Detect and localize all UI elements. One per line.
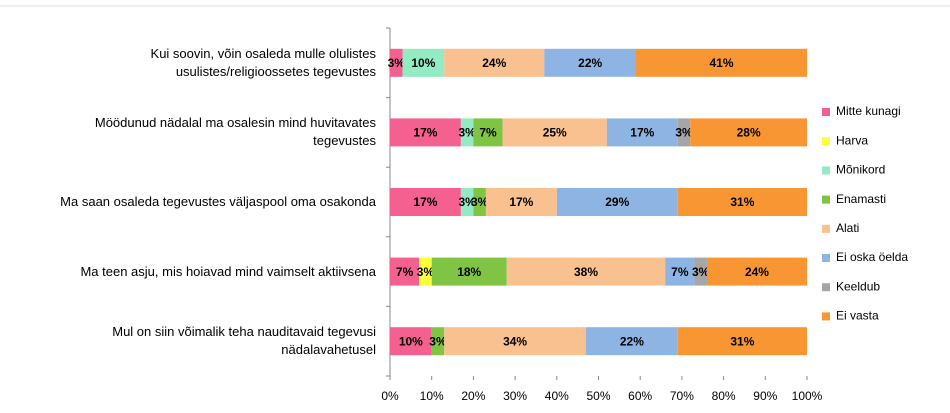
x-tick-label: 30%	[503, 389, 527, 403]
data-label: 17%	[413, 195, 437, 209]
bar-segment	[431, 327, 445, 356]
bar-segment	[636, 48, 807, 77]
data-label: 3%	[458, 195, 476, 209]
data-label: 7%	[671, 265, 689, 279]
bar-segment	[606, 118, 678, 147]
data-label: 17%	[509, 195, 533, 209]
category-label: Kui soovin, võin osaleda mulle olulistes…	[150, 45, 376, 79]
data-label: 17%	[630, 126, 654, 140]
legend-swatch	[822, 312, 830, 321]
data-label: 29%	[605, 195, 629, 209]
bar-segment	[431, 257, 507, 286]
data-label: 10%	[399, 334, 423, 348]
data-label: 31%	[730, 334, 754, 348]
bar-segment	[706, 257, 807, 286]
bar-segment	[502, 118, 607, 147]
data-label: 24%	[482, 56, 506, 70]
bar-segment	[690, 118, 807, 147]
x-tick-label: 60%	[628, 389, 652, 403]
data-label: 17%	[413, 126, 437, 140]
legend-swatch	[822, 195, 830, 204]
legend-label: Keeldub	[836, 279, 880, 293]
legend-label: Mitte kunagi	[836, 104, 901, 118]
data-label: 22%	[620, 334, 644, 348]
category-label: Möödunud nädalal ma osalesin mind huvita…	[94, 115, 376, 149]
legend-label: Enamasti	[836, 192, 886, 206]
x-tick-label: 10%	[420, 389, 444, 403]
legend-label: Alati	[836, 221, 859, 235]
category-label: Ma saan osaleda tegevustes väljaspool om…	[60, 194, 376, 209]
data-label: 22%	[578, 56, 602, 70]
x-tick-label: 90%	[753, 389, 777, 403]
category-label: Ma teen asju, mis hoiavad mind vaimselt …	[80, 263, 376, 279]
bar-segment	[390, 48, 403, 77]
data-label: 34%	[503, 334, 527, 348]
legend-label: Mõnikord	[836, 163, 885, 177]
legend-swatch	[822, 108, 830, 116]
bar-segment	[544, 48, 637, 77]
data-label: 41%	[709, 56, 733, 70]
bar-segment	[390, 188, 461, 216]
data-label: 3%	[675, 126, 693, 140]
data-label: 28%	[737, 126, 761, 140]
x-tick-label: 0%	[381, 389, 399, 403]
bar-segment	[677, 327, 807, 356]
x-tick-label: 50%	[586, 389, 610, 403]
data-label: 24%	[745, 265, 769, 279]
data-label: 3%	[417, 265, 435, 279]
bar-segment	[402, 48, 445, 77]
category-label: Mul on siin võimalik teha nauditavaid te…	[112, 324, 376, 358]
bar-segment	[585, 327, 678, 356]
legend-swatch	[822, 166, 830, 175]
bar-segment	[390, 118, 461, 147]
bar-segment	[473, 118, 503, 147]
x-tick-label: 20%	[461, 389, 485, 403]
bar-segment	[506, 257, 666, 286]
bar-segment	[556, 188, 678, 216]
x-tick-label: 80%	[712, 389, 736, 403]
data-label: 7%	[396, 265, 414, 279]
bar-segment	[419, 257, 432, 286]
bar-segment	[390, 327, 432, 356]
data-label: 3%	[458, 126, 476, 140]
data-label: 3%	[429, 334, 447, 348]
bar-segment	[460, 188, 474, 216]
bar-segment	[485, 188, 557, 216]
data-label: 25%	[543, 126, 567, 140]
bar-segment	[677, 188, 807, 216]
x-tick-label: 40%	[545, 389, 569, 403]
bar-segment	[460, 118, 474, 147]
data-label: 3%	[692, 265, 710, 279]
bar-segment	[677, 118, 691, 147]
data-label: 38%	[574, 265, 598, 279]
data-label: 3%	[388, 56, 406, 70]
bar-segment	[444, 327, 586, 356]
legend-swatch	[822, 224, 830, 233]
bar-segment	[665, 257, 695, 286]
x-tick-label: 100%	[792, 389, 823, 403]
data-label: 7%	[479, 126, 497, 140]
bar-segment	[390, 257, 420, 286]
legend-swatch	[822, 283, 830, 292]
legend-label: Ei oska öelda	[836, 250, 908, 264]
legend-swatch	[822, 254, 830, 262]
bar-segment	[444, 48, 545, 77]
bar-segment	[473, 188, 486, 216]
legend-label: Ei vasta	[836, 309, 879, 323]
data-label: 10%	[411, 56, 435, 70]
data-label: 31%	[730, 195, 754, 209]
data-label: 3%	[471, 195, 489, 209]
bar-segment	[694, 257, 707, 286]
legend-label: Harva	[836, 133, 868, 147]
x-tick-label: 70%	[670, 389, 694, 403]
legend-swatch	[822, 137, 830, 146]
data-label: 18%	[457, 265, 481, 279]
